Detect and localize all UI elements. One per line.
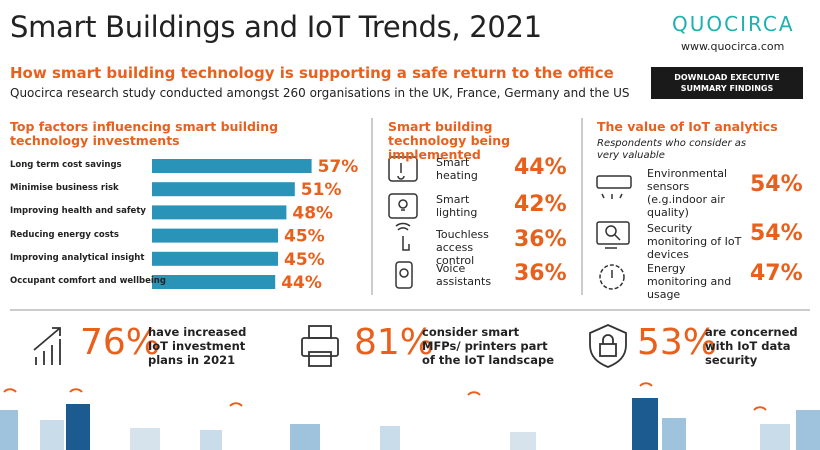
bar [152, 182, 295, 197]
item-label: Smart heating [436, 156, 478, 182]
skyline [0, 382, 820, 450]
bar [152, 228, 278, 243]
stat-icons [33, 324, 627, 368]
section-title: Top factors influencing smart building t… [10, 119, 279, 148]
dividers [10, 118, 810, 311]
factor-label: Improving analytical insight [10, 252, 145, 263]
section-title: Smart building technology being implemen… [388, 119, 511, 162]
title: Smart Buildings and IoT Trends, 2021 [10, 10, 542, 44]
value-label: 51% [301, 180, 342, 200]
stat-text: are concerned with IoT data security [705, 325, 798, 367]
description: Quocirca research study conducted amongs… [10, 86, 630, 100]
item-value: 54% [750, 172, 803, 197]
item-label: Smart lighting [436, 193, 478, 219]
section-subtitle: Respondents who consider as very valuabl… [597, 138, 747, 161]
value-label: 48% [292, 203, 333, 223]
factor-label: Reducing energy costs [10, 229, 119, 240]
stat-value: 81% [354, 322, 435, 363]
tech-icons [388, 156, 418, 289]
bar [152, 275, 276, 289]
factor-label: Improving health and safety [10, 206, 146, 217]
item-value: 36% [514, 227, 567, 252]
value-label: 45% [284, 227, 325, 247]
value-label: 45% [284, 250, 325, 270]
url: www.quocirca.com [681, 40, 785, 53]
factor-label: Long term cost savings [10, 160, 122, 170]
item-value: 36% [514, 261, 567, 286]
item-label: Environmental sensors (e.g.indoor air qu… [647, 167, 728, 219]
bar [152, 159, 312, 173]
item-value: 44% [514, 155, 567, 180]
subtitle: How smart building technology is support… [10, 64, 614, 82]
item-label: Voice assistants [436, 262, 492, 288]
item-value: 42% [514, 192, 567, 217]
factor-bars: 57% 51% 48% 45% 45% 44% [152, 157, 358, 293]
item-label: Security monitoring of IoT devices [647, 222, 742, 261]
bar [152, 205, 287, 220]
item-label: Touchless access control [436, 228, 489, 267]
section-title: The value of IoT analytics [597, 119, 778, 134]
analytics-icons [596, 175, 632, 290]
stat-text: consider smart MFPs/ printers part of th… [422, 325, 554, 367]
item-label: Energy monitoring and usage [647, 262, 732, 301]
factor-label: Occupant comfort and wellbeing [10, 276, 166, 286]
bar [152, 251, 278, 266]
item-value: 54% [750, 221, 803, 246]
brand: QUOCIRCA [672, 12, 795, 36]
factor-label: Minimise business risk [10, 183, 119, 194]
value-label: 57% [318, 157, 359, 177]
download-button[interactable]: DOWNLOAD EXECUTIVE SUMMARY FINDINGS [651, 67, 803, 99]
stat-value: 53% [637, 322, 718, 363]
stat-value: 76% [80, 322, 161, 363]
item-value: 47% [750, 261, 803, 286]
stat-text: have increased IoT investment plans in 2… [148, 325, 247, 367]
value-label: 44% [281, 273, 322, 293]
